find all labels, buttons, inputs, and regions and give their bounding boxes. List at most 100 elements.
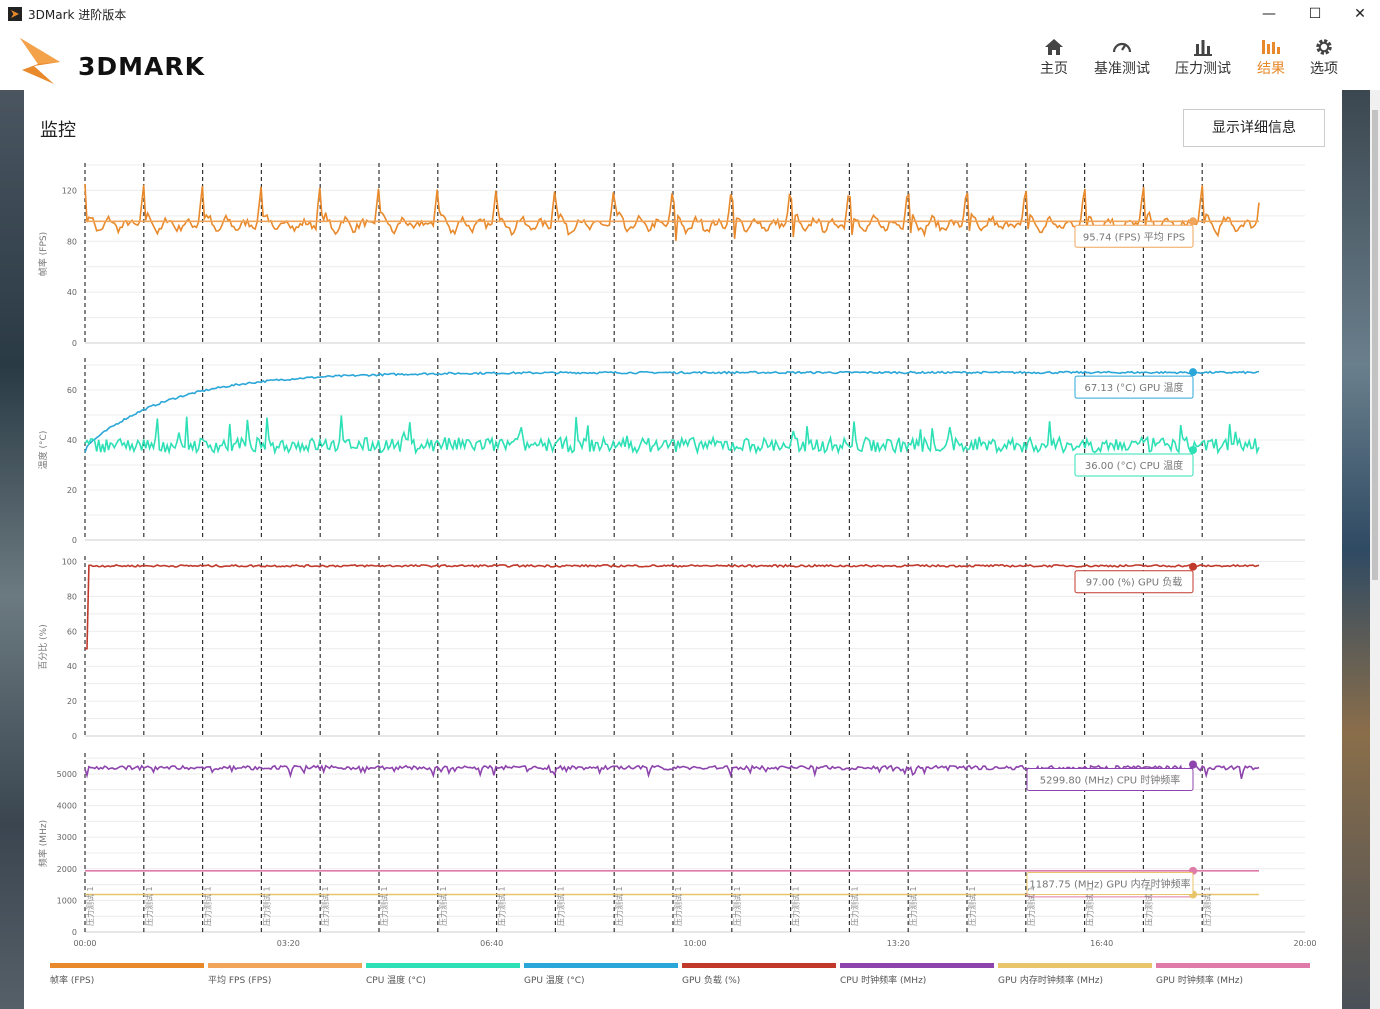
legend-label: GPU 时钟频率 (MHz) — [1156, 976, 1243, 986]
y-tick-label: 1000 — [57, 896, 77, 905]
legend-color-bar — [50, 963, 204, 968]
legend-label: GPU 温度 (°C) — [524, 976, 585, 986]
y-tick-label: 80 — [67, 592, 77, 601]
legend-label: CPU 温度 (°C) — [366, 976, 426, 986]
legend-label: CPU 时钟频率 (MHz) — [840, 976, 927, 986]
loop-marker-label: 压力测试 1 — [614, 886, 624, 926]
legend-item[interactable]: GPU 负载 (%) — [682, 963, 836, 987]
tooltip-box — [1074, 375, 1194, 399]
close-button[interactable]: ✕ — [1354, 6, 1366, 22]
tooltip-box — [1026, 871, 1194, 895]
tooltip-text: 36.00 (°C) CPU 温度 — [1085, 459, 1183, 472]
logo-mark-icon — [20, 38, 60, 84]
tooltip-box — [1074, 224, 1194, 248]
legend-item[interactable]: CPU 时钟频率 (MHz) — [840, 963, 994, 987]
series-point — [1189, 446, 1197, 454]
legend-item[interactable]: 平均 FPS (FPS) — [208, 963, 362, 987]
series-point — [1189, 368, 1197, 377]
nav-home-label: 主页 — [1040, 61, 1068, 77]
loop-marker-label: 压力测试 1 — [967, 886, 977, 926]
legend-item[interactable]: GPU 温度 (°C) — [524, 963, 678, 987]
series-point — [1189, 217, 1197, 226]
app-header: 3DMARK 主页 基准测试 压力测试 结果 选项 — [0, 28, 1380, 90]
y-tick-label: 120 — [62, 186, 77, 195]
page-title: 监控 — [40, 120, 76, 141]
scrollbar-thumb[interactable] — [1372, 110, 1378, 580]
y-tick-label: 0 — [72, 536, 77, 545]
loop-marker-label: 压力测试 1 — [673, 886, 683, 926]
y-tick-label: 20 — [67, 697, 77, 706]
y-tick-label: 0 — [72, 339, 77, 348]
series-line — [84, 763, 1260, 780]
y-tick-label: 20 — [67, 486, 77, 495]
y-tick-label: 4000 — [57, 802, 77, 811]
y-tick-label: 0 — [72, 928, 77, 937]
series-line — [85, 563, 1260, 650]
tooltip-box — [1074, 453, 1194, 477]
legend-color-bar — [366, 963, 520, 968]
maximize-button[interactable]: ☐ — [1308, 6, 1322, 22]
loop-marker-label: 压力测试 1 — [1143, 886, 1153, 926]
tooltip-text: 97.00 (%) GPU 负载 — [1086, 576, 1183, 589]
series-point — [1189, 562, 1197, 571]
bar-chart-icon — [1194, 40, 1212, 56]
y-tick-label: 2000 — [57, 865, 77, 874]
loop-marker-label: 压力测试 1 — [908, 886, 918, 926]
nav-stress-tests[interactable]: 压力测试 — [1173, 36, 1233, 90]
loop-marker-label: 压力测试 1 — [555, 886, 565, 926]
nav-results[interactable]: 结果 — [1254, 36, 1288, 90]
loop-marker-label: 压力测试 1 — [144, 886, 154, 926]
window-title: 3DMark 进阶版本 — [28, 8, 127, 22]
logo-text: 3DMARK — [78, 52, 205, 81]
y-axis-label: 温度 (°C) — [37, 431, 49, 470]
x-tick-label: 03:20 — [277, 939, 300, 948]
legend-label: 帧率 (FPS) — [50, 976, 95, 986]
y-tick-label: 5000 — [57, 770, 77, 779]
nav-benchmarks-label: 基准测试 — [1094, 61, 1150, 77]
y-axis-label: 频率 (MHz) — [37, 820, 49, 867]
monitoring-panel: 监控 显示详细信息 0 40 80 120 帧率 (FPS) 95.74 (FPS) 平均… — [24, 90, 1342, 1009]
tooltip-text: 5299.80 (MHz) CPU 时钟频率 — [1040, 773, 1180, 786]
tooltip-text: 95.74 (FPS) 平均 FPS — [1083, 231, 1185, 243]
legend-color-bar — [524, 963, 678, 968]
y-tick-label: 60 — [67, 386, 77, 395]
tooltip-box — [1026, 767, 1194, 791]
home-icon — [1045, 39, 1063, 55]
legend-label: GPU 内存时钟频率 (MHz) — [998, 976, 1103, 986]
loop-marker-label: 压力测试 1 — [1202, 886, 1212, 926]
background-art-right — [1342, 90, 1370, 1009]
monitoring-chart[interactable]: 0 40 80 120 帧率 (FPS) 95.74 (FPS) 平均 FPS 0 20 40 6… — [24, 160, 1324, 950]
legend-item[interactable]: GPU 内存时钟频率 (MHz) — [998, 963, 1152, 987]
legend-color-bar — [840, 963, 994, 968]
loop-marker-label: 压力测试 1 — [1026, 886, 1036, 926]
nav-benchmarks[interactable]: 基准测试 — [1092, 36, 1152, 90]
legend-item[interactable]: 帧率 (FPS) — [50, 963, 204, 987]
nav-options[interactable]: 选项 — [1307, 36, 1341, 90]
loop-marker-label: 压力测试 1 — [85, 886, 95, 926]
background-art-left — [0, 90, 24, 1009]
loop-marker-label: 压力测试 1 — [320, 886, 330, 926]
3dmark-logo[interactable]: 3DMARK — [18, 36, 218, 84]
legend-item[interactable]: CPU 温度 (°C) — [366, 963, 520, 987]
minimize-button[interactable]: — — [1262, 6, 1276, 22]
y-tick-label: 60 — [67, 627, 77, 636]
legend-color-bar — [208, 963, 362, 968]
window-titlebar: 3DMark 进阶版本 — ☐ ✕ — [0, 0, 1380, 28]
nav-home[interactable]: 主页 — [1036, 36, 1072, 90]
loop-marker-label: 压力测试 1 — [261, 886, 271, 926]
app-icon — [8, 7, 22, 21]
y-axis-label: 帧率 (FPS) — [37, 232, 49, 276]
legend-color-bar — [682, 963, 836, 968]
y-tick-label: 80 — [67, 237, 77, 246]
nav-options-label: 选项 — [1310, 61, 1338, 77]
tooltip-box — [1074, 570, 1194, 594]
loop-marker-label: 压力测试 1 — [497, 886, 507, 926]
loop-marker-label: 压力测试 1 — [379, 886, 389, 926]
legend-color-bar — [998, 963, 1152, 968]
legend-item[interactable]: GPU 时钟频率 (MHz) — [1156, 963, 1310, 987]
x-tick-label: 13:20 — [887, 939, 910, 948]
loop-marker-label: 压力测试 1 — [791, 886, 801, 926]
show-details-button[interactable]: 显示详细信息 — [1183, 109, 1325, 147]
y-tick-label: 100 — [62, 557, 77, 566]
y-axis-label: 百分比 (%) — [37, 624, 49, 669]
